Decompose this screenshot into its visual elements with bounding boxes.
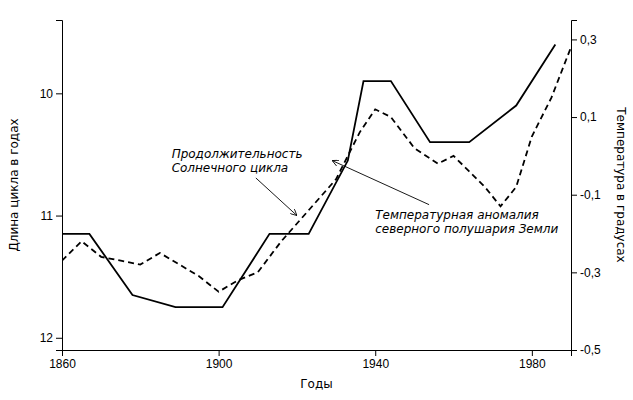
tick-label: 1980 — [519, 357, 546, 371]
tick-label: 1940 — [362, 357, 389, 371]
tick: -0,5 — [571, 343, 601, 357]
tick-label: 1860 — [49, 357, 76, 371]
tick-mark — [532, 350, 533, 356]
x-axis-title: Годы — [300, 377, 332, 391]
tick: -0,3 — [571, 266, 601, 280]
tick-label: 0,1 — [580, 110, 597, 124]
annotation: ПродолжительностьСолнечного цикла — [172, 147, 303, 175]
tick: 0,3 — [571, 33, 597, 47]
chart: 1860 1900 1940 1980 10 11 12 -0,5 -0,3 -0,1 0,1 0,3… — [0, 0, 633, 400]
tick-mark — [56, 93, 62, 94]
tick: 12 — [40, 331, 62, 345]
axis-line — [63, 351, 572, 357]
tick-mark — [571, 117, 577, 118]
tick: -0,1 — [571, 188, 601, 202]
annotations: ПродолжительностьСолнечного цикла Темпера… — [172, 147, 559, 237]
tick-label: 11 — [41, 209, 54, 223]
annotation: Температурная аномалиясеверного полушари… — [375, 208, 558, 236]
tick-label: 10 — [40, 87, 54, 101]
tick-label: 1900 — [206, 357, 233, 371]
axis-line — [572, 21, 578, 351]
tick: 0,1 — [571, 110, 597, 124]
tick-mark — [571, 272, 577, 273]
y-axis-title: Длина цикла в годах — [7, 118, 21, 251]
tick-label: 0,3 — [580, 33, 597, 47]
series-line — [62, 44, 555, 307]
tick-mark — [571, 195, 577, 196]
y2-axis: -0,5 -0,3 -0,1 0,1 0,3 — [571, 21, 601, 358]
annotation-arrow — [256, 178, 297, 216]
tick-mark — [571, 350, 577, 351]
tick: 1900 — [206, 350, 233, 371]
y-axis: 10 11 12 — [40, 21, 63, 351]
lines — [62, 44, 571, 307]
x-axis: 1860 1900 1940 1980 — [49, 350, 571, 371]
tick-mark — [56, 216, 62, 217]
tick-mark — [375, 350, 376, 356]
tick-label: -0,3 — [580, 266, 601, 280]
tick: 1860 — [49, 350, 76, 371]
tick-mark — [219, 350, 220, 356]
tick: 10 — [40, 87, 62, 101]
tick: 1980 — [519, 350, 546, 371]
y2-axis-title: Температура в градусах — [614, 106, 628, 262]
tick: 1940 — [362, 350, 389, 371]
annotation-arrow — [332, 161, 429, 205]
axis-line — [56, 21, 63, 351]
tick-mark — [56, 338, 62, 339]
series-line — [62, 47, 571, 292]
tick-label: 12 — [40, 331, 54, 345]
tick: 11 — [41, 209, 62, 223]
tick-mark — [571, 39, 577, 40]
tick-label: -0,1 — [580, 188, 601, 202]
tick-label: -0,5 — [580, 343, 601, 357]
plot: 1860 1900 1940 1980 10 11 12 -0,5 -0,3 -0,1 0,1 0,3… — [40, 21, 601, 371]
